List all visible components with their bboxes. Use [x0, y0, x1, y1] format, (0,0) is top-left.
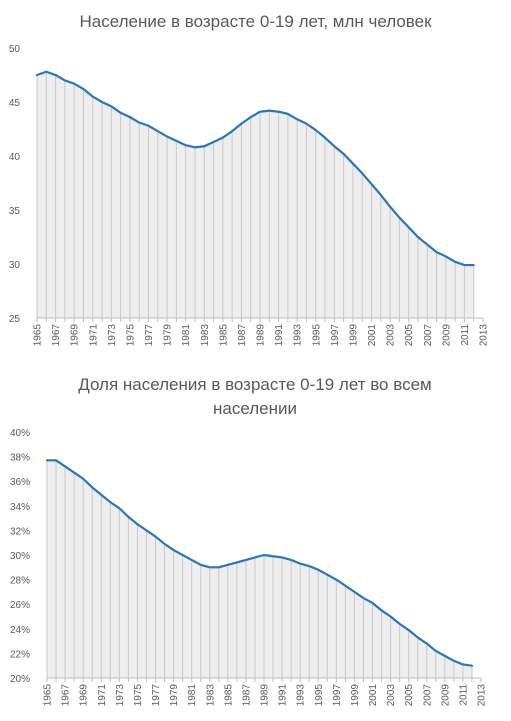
chart-title: Доля населения в возрасте 0-19 лет во вс… — [78, 375, 432, 418]
x-tick-label: 1965 — [33, 324, 44, 347]
x-tick-label: 1973 — [107, 324, 118, 347]
x-tick-label: 1977 — [151, 684, 162, 707]
x-tick-label: 1983 — [205, 684, 216, 707]
area-fill — [47, 460, 472, 678]
x-tick-label: 2005 — [404, 324, 415, 347]
x-tick-label: 1991 — [278, 684, 289, 707]
y-tick-label: 34% — [10, 502, 30, 513]
x-tick-label: 1989 — [260, 684, 271, 707]
x-tick-label: 1979 — [163, 324, 174, 347]
y-tick-label: 32% — [10, 526, 30, 537]
chart-population-share: Доля населения в возрасте 0-19 лет во вс… — [0, 360, 511, 721]
y-tick-label: 26% — [10, 600, 30, 611]
series-line — [35, 70, 475, 267]
x-tick-label: 1987 — [241, 684, 252, 707]
x-tick-label: 1987 — [237, 324, 248, 347]
x-tick-label: 2007 — [422, 684, 433, 707]
x-tick-label: 2003 — [386, 684, 397, 707]
x-tick-label: 1999 — [350, 684, 361, 707]
x-tick-label: 1969 — [79, 684, 90, 707]
x-tick-label: 2011 — [458, 684, 469, 706]
x-tick-label: 2007 — [423, 324, 434, 347]
x-tick-label: 1971 — [88, 324, 99, 347]
x-tick-label: 1999 — [348, 324, 359, 347]
y-tick-label: 40% — [10, 428, 30, 439]
x-tick-label: 1975 — [125, 324, 136, 347]
x-tick-label: 1997 — [330, 324, 341, 347]
x-tick-label: 1979 — [169, 684, 180, 707]
chart-title: Население в возрасте 0-19 лет, млн челов… — [79, 12, 432, 31]
x-tick-label: 2001 — [368, 684, 379, 707]
y-tick-label: 30% — [10, 551, 30, 562]
y-tick-label: 35 — [9, 206, 21, 217]
x-tick-label: 2001 — [367, 324, 378, 347]
x-tick-label: 1967 — [61, 684, 72, 707]
x-tick-label: 1965 — [43, 684, 54, 707]
x-tick-label: 1975 — [133, 684, 144, 707]
x-tick-label: 1969 — [70, 324, 81, 347]
x-tick-label: 1997 — [332, 684, 343, 707]
area-fill — [37, 71, 474, 318]
x-tick-label: 2003 — [386, 324, 397, 347]
chart-plot: 25 30 35 40 45 50 1965 1967 1969 1971 1973 1975 1977… — [9, 44, 490, 347]
x-tick-label: 2009 — [441, 324, 452, 347]
y-tick-label: 20% — [10, 674, 30, 685]
y-tick-label: 30 — [9, 260, 21, 271]
x-tick-label: 1993 — [296, 684, 307, 707]
x-tick-label: 2011 — [460, 324, 471, 346]
x-tick-label: 2005 — [404, 684, 415, 707]
x-tick-label: 1995 — [314, 684, 325, 707]
x-tick-label: 1981 — [187, 684, 198, 707]
x-tick-label: 2013 — [477, 684, 488, 707]
x-tick-label: 1973 — [115, 684, 126, 707]
x-tick-label: 1985 — [223, 684, 234, 707]
y-tick-label: 36% — [10, 477, 30, 488]
x-tick-label: 1981 — [181, 324, 192, 347]
x-tick-label: 1993 — [293, 324, 304, 347]
y-tick-label: 28% — [10, 576, 30, 587]
series-line — [45, 459, 474, 667]
y-tick-label: 25 — [9, 314, 21, 325]
chart-plot: 20% 22% 24% 26% 28% 30% 32% 34% 36% 38% 40% 1965 196… — [10, 428, 488, 707]
y-tick-label: 45 — [9, 98, 21, 109]
y-tick-label: 24% — [10, 625, 30, 636]
x-tick-label: 1989 — [256, 324, 267, 347]
x-tick-label: 1967 — [51, 324, 62, 347]
y-tick-label: 22% — [10, 649, 30, 660]
x-tick-label: 1985 — [218, 324, 229, 347]
y-tick-label: 50 — [9, 44, 21, 55]
x-tick-label: 2013 — [479, 324, 490, 347]
y-tick-label: 40 — [9, 152, 21, 163]
chart-population: Население в возрасте 0-19 лет, млн челов… — [0, 0, 511, 360]
x-tick-label: 2009 — [440, 684, 451, 707]
x-tick-label: 1991 — [274, 324, 285, 347]
x-tick-label: 1983 — [200, 324, 211, 347]
x-tick-label: 1977 — [144, 324, 155, 347]
y-tick-label: 38% — [10, 453, 30, 464]
x-tick-label: 1995 — [311, 324, 322, 347]
x-tick-label: 1971 — [97, 684, 108, 707]
